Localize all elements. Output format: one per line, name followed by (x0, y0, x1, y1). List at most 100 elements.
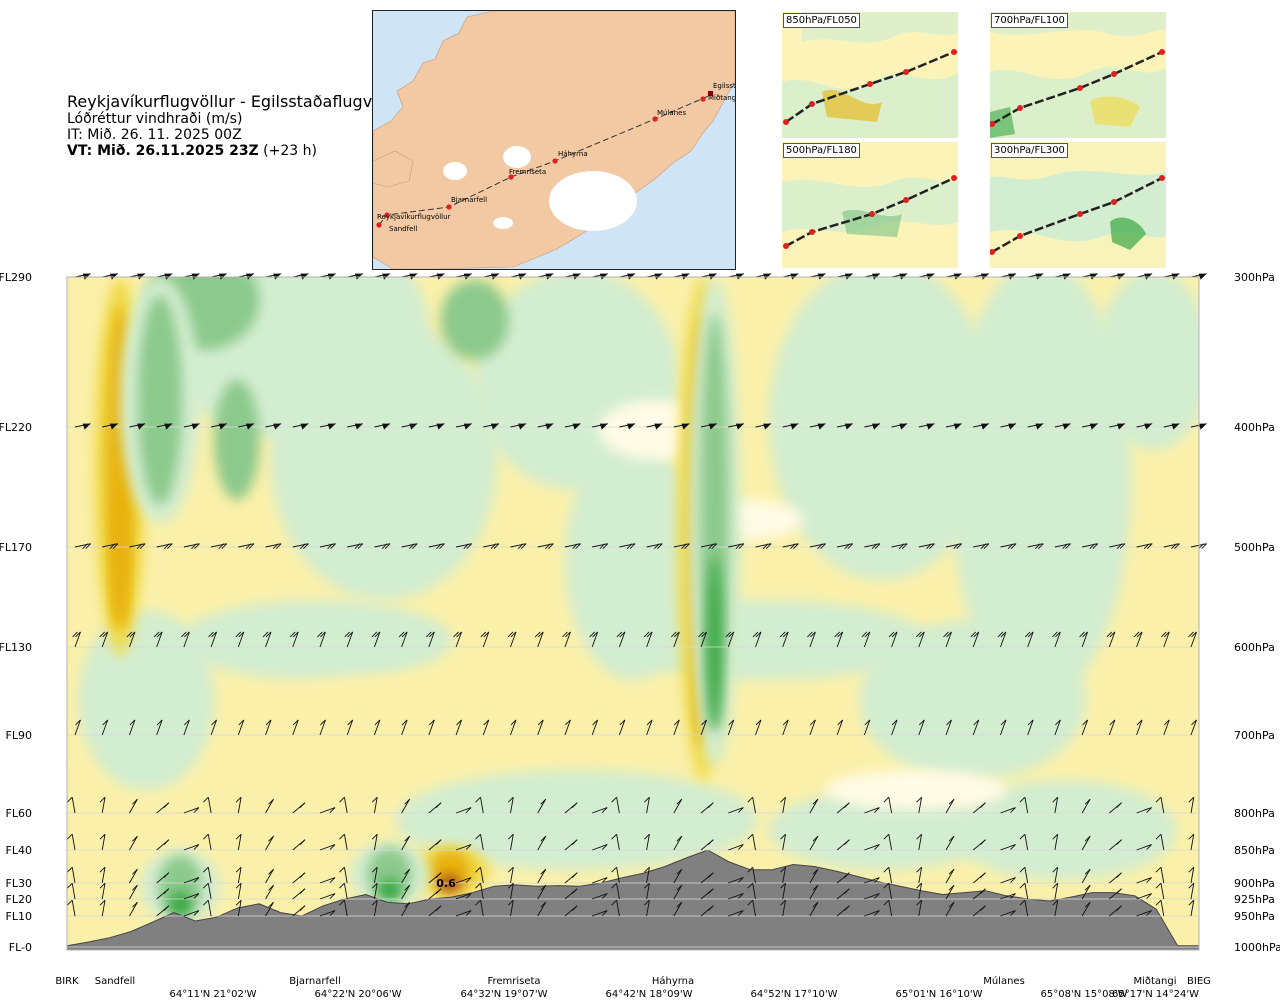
wind-barb (1027, 719, 1034, 736)
wind-barb (1163, 719, 1170, 736)
wind-barb (1109, 423, 1126, 430)
wind-barb (183, 877, 200, 884)
wind-barb (782, 543, 799, 549)
wind-barb (537, 884, 547, 900)
wind-barb (809, 543, 826, 549)
waypoint-label: Háhyrna (652, 975, 694, 987)
wind-barb (883, 833, 893, 851)
wind-barb (779, 631, 789, 648)
wind-barb (401, 884, 411, 900)
inset-label-300: 300hPa/FL300 (991, 143, 1068, 158)
wind-barb (483, 423, 500, 430)
pressure-level-label: 925hPa (1234, 893, 1275, 906)
wind-barb (265, 884, 274, 900)
wind-barb (99, 882, 106, 900)
wind-barb (1188, 796, 1195, 814)
map-label-midtangi: Miðtangi (708, 94, 735, 102)
wind-barb (183, 910, 200, 917)
wind-barb (1136, 844, 1152, 851)
flight-level-axis: FL290 FL220 FL170 FL130 FL90 FL60 FL40 FL30 FL20… (0, 271, 32, 954)
flight-level-label: FL10 (6, 910, 32, 923)
wind-barb (401, 719, 408, 736)
wind-barb (883, 796, 893, 814)
wind-barb (673, 835, 683, 851)
field-blob (180, 600, 452, 680)
wind-barb (1155, 796, 1165, 814)
wind-barb (210, 719, 217, 736)
wind-barb (945, 901, 955, 917)
wind-barb (1109, 543, 1126, 549)
waypoint-label: BIEG (1187, 976, 1211, 987)
inset-label-700: 700hPa/FL100 (991, 13, 1068, 28)
wind-barb (1000, 423, 1017, 430)
wind-barb (1133, 631, 1143, 648)
wind-barb (537, 901, 547, 917)
wind-barb (153, 631, 163, 648)
pressure-level-label: 400hPa (1234, 421, 1275, 434)
wind-barb (1160, 631, 1170, 648)
wind-barb (428, 543, 445, 549)
wind-barb (1052, 882, 1059, 900)
wind-barb (673, 884, 683, 900)
wind-barb (102, 423, 118, 430)
wind-barb (183, 423, 200, 430)
wind-barb (156, 543, 173, 549)
wind-barb (891, 719, 898, 736)
wind-barb (292, 905, 306, 917)
wind-barb (371, 833, 378, 851)
valid-time-bold: VT: Mið. 26.11.2025 23Z (67, 143, 259, 159)
wind-barb (74, 543, 91, 549)
field-blob (859, 620, 1086, 780)
wind-barb (126, 631, 136, 648)
wind-barb (211, 543, 228, 549)
wind-barb (1082, 423, 1098, 430)
wind-barb (891, 423, 908, 430)
wind-barb (1024, 631, 1034, 648)
wind-barb (1000, 877, 1016, 884)
wind-barb (1019, 866, 1029, 884)
wind-barb (834, 631, 844, 648)
wind-barb (592, 893, 608, 900)
wind-barb (265, 835, 274, 851)
wind-barb (611, 866, 620, 884)
wind-barb (339, 833, 348, 851)
wind-barb (780, 899, 786, 917)
map-label-egilsstadir: Egilsstaðir (713, 82, 735, 90)
wind-barb (1163, 423, 1180, 430)
wind-barb (727, 719, 735, 736)
wind-barb (1081, 719, 1089, 736)
wind-barb (972, 839, 986, 851)
wind-barb (780, 796, 786, 814)
wind-barb (235, 866, 242, 884)
wind-barb (891, 543, 908, 549)
wind-barb (782, 423, 799, 430)
wind-barb (510, 543, 527, 549)
feature-plume-inner (367, 847, 412, 902)
wind-barb (319, 910, 336, 917)
wind-barb (611, 899, 620, 917)
wind-barb (428, 719, 435, 736)
wind-barb (534, 631, 544, 648)
wind-barb (883, 866, 893, 884)
wind-barb (916, 796, 923, 814)
wind-barb (181, 631, 190, 648)
wind-barb (592, 543, 609, 549)
wind-barb (537, 423, 554, 430)
wind-barb (156, 423, 173, 430)
wind-barb (1188, 833, 1195, 851)
wind-barb (752, 631, 762, 648)
wind-barb (480, 631, 490, 648)
wind-barb (809, 884, 819, 900)
wind-barb (455, 543, 473, 549)
wind-barb (66, 882, 76, 900)
wind-barb (728, 807, 744, 814)
wind-barb (183, 844, 200, 851)
wind-barb (129, 884, 138, 900)
wind-barb (74, 423, 91, 430)
wind-barb (265, 868, 274, 884)
inset-300hpa: 300hPa/FL300 (990, 142, 1166, 268)
wind-barb (507, 899, 514, 917)
wind-barb (592, 807, 608, 814)
wind-barb (262, 631, 272, 648)
wind-barb (101, 719, 109, 736)
